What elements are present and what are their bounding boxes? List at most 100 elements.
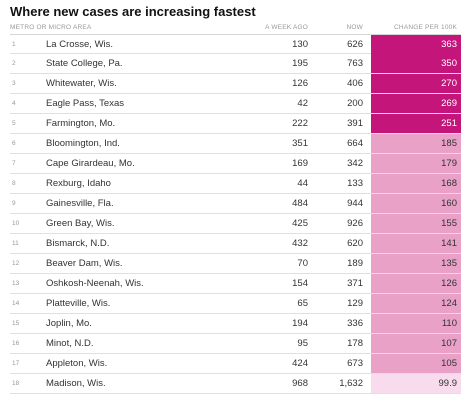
table-title: Where new cases are increasing fastest bbox=[10, 4, 256, 19]
row-change-per-100k: 141 bbox=[371, 234, 461, 253]
table-row: 6 Bloomington, Ind. 351 664 185 bbox=[10, 134, 461, 154]
row-change-per-100k: 126 bbox=[371, 274, 461, 293]
row-change-per-100k: 107 bbox=[371, 334, 461, 353]
row-change-per-100k: 110 bbox=[371, 314, 461, 333]
row-change-per-100k: 269 bbox=[371, 94, 461, 113]
table-row: 3 Whitewater, Wis. 126 406 270 bbox=[10, 74, 461, 94]
row-week-ago: 425 bbox=[292, 218, 308, 229]
table-row: 14 Platteville, Wis. 65 129 124 bbox=[10, 294, 461, 314]
row-rank: 6 bbox=[12, 140, 16, 147]
row-change-per-100k: 270 bbox=[371, 74, 461, 93]
table-row: 13 Oshkosh-Neenah, Wis. 154 371 126 bbox=[10, 274, 461, 294]
row-now: 406 bbox=[347, 78, 363, 89]
row-now: 178 bbox=[347, 338, 363, 349]
row-now: 371 bbox=[347, 278, 363, 289]
table-row: 1 La Crosse, Wis. 130 626 363 bbox=[10, 34, 461, 54]
row-week-ago: 424 bbox=[292, 358, 308, 369]
row-week-ago: 130 bbox=[292, 39, 308, 50]
row-now: 626 bbox=[347, 39, 363, 50]
row-week-ago: 194 bbox=[292, 318, 308, 329]
row-week-ago: 95 bbox=[297, 338, 308, 349]
row-now: 189 bbox=[347, 258, 363, 269]
row-now: 342 bbox=[347, 158, 363, 169]
row-change-per-100k: 251 bbox=[371, 114, 461, 133]
table-body: 1 La Crosse, Wis. 130 626 363 2 State College,… bbox=[10, 34, 461, 394]
row-now: 620 bbox=[347, 238, 363, 249]
row-metro-name: Eagle Pass, Texas bbox=[46, 98, 124, 109]
row-change-per-100k: 179 bbox=[371, 154, 461, 173]
row-rank: 18 bbox=[12, 380, 20, 387]
header-metro-area: METRO OR MICRO AREA bbox=[10, 24, 92, 31]
row-rank: 17 bbox=[12, 360, 20, 367]
row-week-ago: 432 bbox=[292, 238, 308, 249]
row-rank: 3 bbox=[12, 80, 16, 87]
row-metro-name: Farmington, Mo. bbox=[46, 118, 116, 129]
row-metro-name: Green Bay, Wis. bbox=[46, 218, 115, 229]
table-header: METRO OR MICRO AREA A WEEK AGO NOW CHANG… bbox=[10, 22, 461, 34]
table-row: 16 Minot, N.D. 95 178 107 bbox=[10, 334, 461, 354]
row-week-ago: 968 bbox=[292, 378, 308, 389]
row-now: 336 bbox=[347, 318, 363, 329]
row-week-ago: 70 bbox=[297, 258, 308, 269]
row-rank: 15 bbox=[12, 320, 20, 327]
header-change-per-100k: CHANGE PER 100K bbox=[394, 24, 457, 31]
row-now: 200 bbox=[347, 98, 363, 109]
row-change-per-100k: 168 bbox=[371, 174, 461, 193]
table-row: 18 Madison, Wis. 968 1,632 99.9 bbox=[10, 374, 461, 394]
row-week-ago: 65 bbox=[297, 298, 308, 309]
row-rank: 14 bbox=[12, 300, 20, 307]
row-metro-name: Minot, N.D. bbox=[46, 338, 94, 349]
row-metro-name: Rexburg, Idaho bbox=[46, 178, 111, 189]
table-row: 11 Bismarck, N.D. 432 620 141 bbox=[10, 234, 461, 254]
row-metro-name: Beaver Dam, Wis. bbox=[46, 258, 123, 269]
row-metro-name: Madison, Wis. bbox=[46, 378, 106, 389]
row-rank: 2 bbox=[12, 60, 16, 67]
row-metro-name: Cape Girardeau, Mo. bbox=[46, 158, 135, 169]
row-now: 944 bbox=[347, 198, 363, 209]
row-rank: 7 bbox=[12, 160, 16, 167]
row-rank: 4 bbox=[12, 100, 16, 107]
row-week-ago: 169 bbox=[292, 158, 308, 169]
row-change-per-100k: 135 bbox=[371, 254, 461, 273]
row-now: 1,632 bbox=[339, 378, 363, 389]
table-row: 12 Beaver Dam, Wis. 70 189 135 bbox=[10, 254, 461, 274]
row-change-per-100k: 105 bbox=[371, 354, 461, 373]
row-metro-name: Appleton, Wis. bbox=[46, 358, 108, 369]
row-rank: 1 bbox=[12, 41, 16, 48]
row-change-per-100k: 99.9 bbox=[371, 374, 461, 393]
row-week-ago: 44 bbox=[297, 178, 308, 189]
table-row: 10 Green Bay, Wis. 425 926 155 bbox=[10, 214, 461, 234]
row-rank: 12 bbox=[12, 260, 20, 267]
row-now: 664 bbox=[347, 138, 363, 149]
row-rank: 5 bbox=[12, 120, 16, 127]
header-now: NOW bbox=[346, 24, 363, 31]
row-change-per-100k: 124 bbox=[371, 294, 461, 313]
row-metro-name: State College, Pa. bbox=[46, 58, 123, 69]
row-change-per-100k: 160 bbox=[371, 194, 461, 213]
row-week-ago: 154 bbox=[292, 278, 308, 289]
row-metro-name: La Crosse, Wis. bbox=[46, 39, 114, 50]
row-week-ago: 42 bbox=[297, 98, 308, 109]
row-rank: 11 bbox=[12, 240, 19, 247]
table-row: 4 Eagle Pass, Texas 42 200 269 bbox=[10, 94, 461, 114]
row-now: 391 bbox=[347, 118, 363, 129]
row-week-ago: 222 bbox=[292, 118, 308, 129]
row-now: 926 bbox=[347, 218, 363, 229]
row-now: 763 bbox=[347, 58, 363, 69]
row-week-ago: 126 bbox=[292, 78, 308, 89]
row-metro-name: Oshkosh-Neenah, Wis. bbox=[46, 278, 144, 289]
table-row: 8 Rexburg, Idaho 44 133 168 bbox=[10, 174, 461, 194]
row-change-per-100k: 350 bbox=[371, 54, 461, 73]
row-rank: 8 bbox=[12, 180, 16, 187]
row-metro-name: Whitewater, Wis. bbox=[46, 78, 117, 89]
row-metro-name: Bloomington, Ind. bbox=[46, 138, 120, 149]
row-week-ago: 484 bbox=[292, 198, 308, 209]
row-change-per-100k: 155 bbox=[371, 214, 461, 233]
row-rank: 10 bbox=[12, 220, 20, 227]
header-week-ago: A WEEK AGO bbox=[265, 24, 308, 31]
row-now: 673 bbox=[347, 358, 363, 369]
row-metro-name: Gainesville, Fla. bbox=[46, 198, 114, 209]
table-row: 2 State College, Pa. 195 763 350 bbox=[10, 54, 461, 74]
row-now: 129 bbox=[347, 298, 363, 309]
table-row: 17 Appleton, Wis. 424 673 105 bbox=[10, 354, 461, 374]
